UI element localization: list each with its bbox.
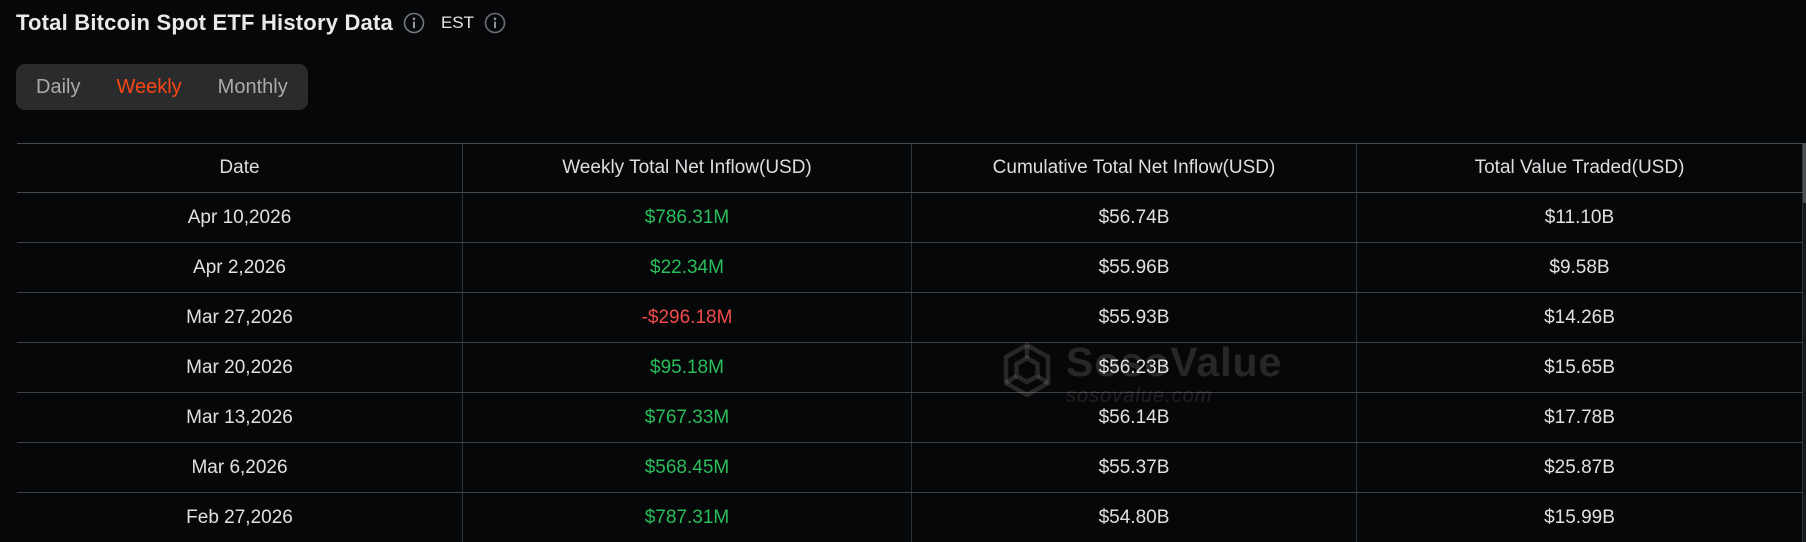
value-traded-cell: $11.10B [1357,193,1803,242]
weekly-inflow-cell: $786.31M [463,193,912,242]
table-body: Apr 10,2026 $786.31M $56.74B $11.10B Apr 2,2… [17,193,1803,542]
table-row: Mar 20,2026 $95.18M $56.23B $15.65B [17,343,1803,393]
value-traded-cell: $25.87B [1357,443,1803,492]
cumulative-inflow-cell: $56.74B [912,193,1357,242]
scrollbar-thumb[interactable] [1803,143,1806,203]
date-cell: Apr 10,2026 [17,193,463,242]
history-table: Date Weekly Total Net Inflow(USD) Cumulati… [17,143,1803,542]
table-row: Mar 13,2026 $767.33M $56.14B $17.78B [17,393,1803,443]
date-cell: Feb 27,2026 [17,493,463,542]
cumulative-inflow-cell: $55.96B [912,243,1357,292]
timezone-info-icon[interactable] [484,12,506,34]
weekly-inflow-cell: -$296.18M [463,293,912,342]
weekly-inflow-cell: $767.33M [463,393,912,442]
cumulative-inflow-cell: $55.93B [912,293,1357,342]
table-row: Apr 2,2026 $22.34M $55.96B $9.58B [17,243,1803,293]
date-cell: Mar 13,2026 [17,393,463,442]
value-traded-cell: $17.78B [1357,393,1803,442]
table-row: Feb 27,2026 $787.31M $54.80B $15.99B [17,493,1803,542]
date-cell: Mar 20,2026 [17,343,463,392]
date-cell: Mar 6,2026 [17,443,463,492]
info-icon[interactable] [403,12,425,34]
date-cell: Apr 2,2026 [17,243,463,292]
tab-weekly[interactable]: Weekly [116,75,182,98]
cumulative-inflow-cell: $54.80B [912,493,1357,542]
column-header: Total Value Traded(USD) [1357,144,1803,192]
table-row: Mar 6,2026 $568.45M $55.37B $25.87B [17,443,1803,493]
date-cell: Mar 27,2026 [17,293,463,342]
vertical-scrollbar[interactable] [1803,143,1806,542]
table-row: Mar 27,2026 -$296.18M $55.93B $14.26B [17,293,1803,343]
value-traded-cell: $9.58B [1357,243,1803,292]
table-row: Apr 10,2026 $786.31M $56.74B $11.10B [17,193,1803,243]
cumulative-inflow-cell: $55.37B [912,443,1357,492]
column-header: Cumulative Total Net Inflow(USD) [912,144,1357,192]
tab-monthly[interactable]: Monthly [217,75,288,98]
value-traded-cell: $15.65B [1357,343,1803,392]
weekly-inflow-cell: $95.18M [463,343,912,392]
table-header-row: Date Weekly Total Net Inflow(USD) Cumulati… [17,143,1803,193]
title-row: Total Bitcoin Spot ETF History Data EST [16,10,506,36]
timezone-label: EST [440,13,475,32]
cumulative-inflow-cell: $56.23B [912,343,1357,392]
column-header: Weekly Total Net Inflow(USD) [463,144,912,192]
value-traded-cell: $15.99B [1357,493,1803,542]
weekly-inflow-cell: $787.31M [463,493,912,542]
tab-daily[interactable]: Daily [36,75,81,98]
view-tabs: Daily Weekly Monthly [16,64,308,110]
column-header: Date [17,144,463,192]
page-title: Total Bitcoin Spot ETF History Data [16,10,393,35]
weekly-inflow-cell: $22.34M [463,243,912,292]
cumulative-inflow-cell: $56.14B [912,393,1357,442]
value-traded-cell: $14.26B [1357,293,1803,342]
weekly-inflow-cell: $568.45M [463,443,912,492]
